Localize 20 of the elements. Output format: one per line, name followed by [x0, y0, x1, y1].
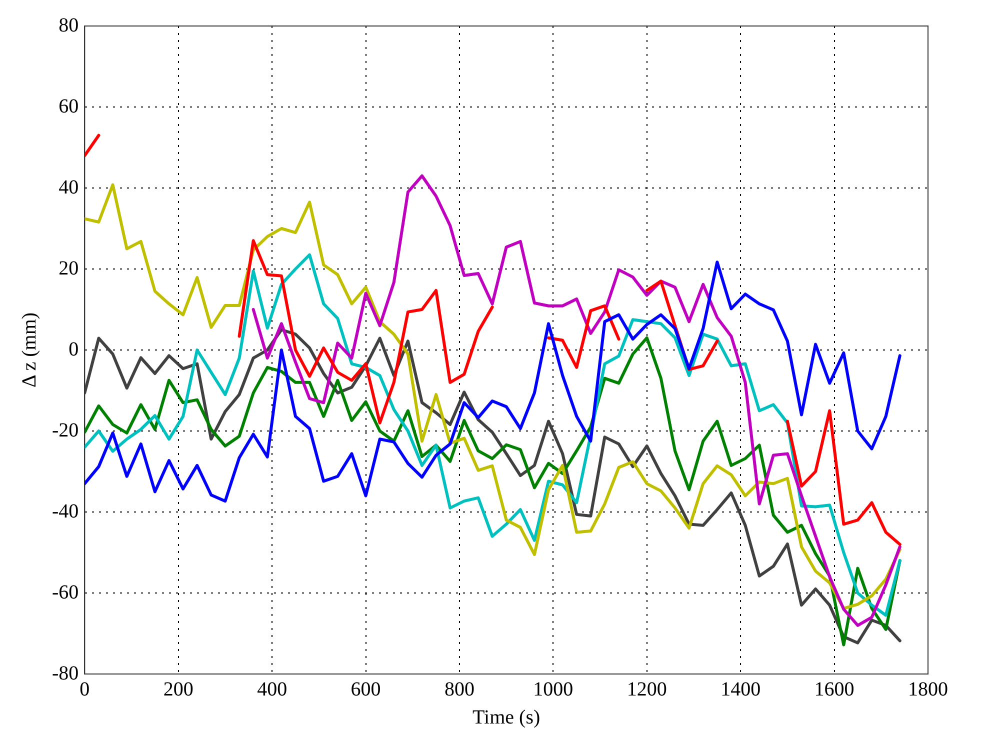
y-axis-title: Δ z (mm): [18, 312, 40, 388]
x-tick-label: 800: [444, 678, 474, 700]
y-tick-label: -60: [52, 581, 79, 604]
y-tick-label: -40: [52, 500, 79, 522]
y-tick-label: 40: [58, 176, 79, 198]
x-tick-label: 1000: [533, 678, 574, 700]
x-tick-label: 1800: [908, 678, 948, 700]
x-tick-label: 200: [163, 678, 194, 700]
y-tick-label: 20: [58, 257, 79, 280]
y-tick-label: -80: [52, 662, 79, 684]
x-tick-label: 1400: [720, 678, 761, 700]
y-tick-label: 0: [68, 338, 79, 360]
x-tick-label: 1600: [814, 678, 854, 700]
x-tick-label: 600: [350, 678, 381, 700]
y-tick-label: 80: [58, 14, 79, 36]
x-tick-label: 1200: [626, 678, 667, 700]
y-tick-label: -20: [52, 419, 79, 442]
x-tick-label: 400: [257, 678, 288, 700]
x-axis-title: Time (s): [472, 706, 540, 728]
y-tick-label: 60: [58, 95, 79, 118]
